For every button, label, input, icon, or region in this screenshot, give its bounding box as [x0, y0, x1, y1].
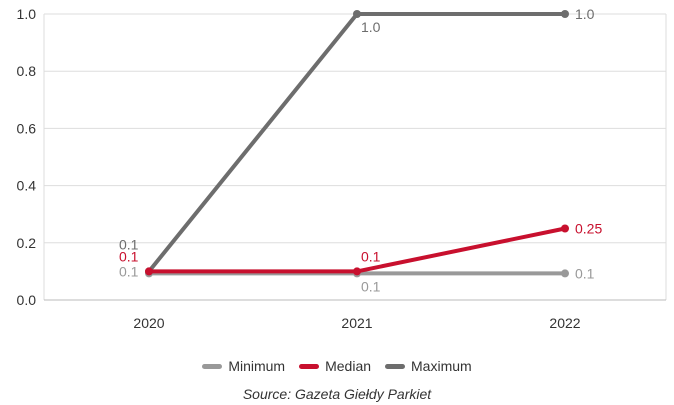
y-tick-label: 1.0 [17, 6, 37, 22]
data-point-maximum [353, 10, 361, 18]
x-tick-label: 2020 [133, 315, 164, 331]
data-label-minimum: 0.1 [361, 278, 381, 294]
data-point-median [561, 224, 569, 233]
y-tick-label: 0.8 [17, 63, 37, 79]
data-label-maximum: 0.1 [119, 236, 139, 252]
legend-item-median: Median [299, 358, 371, 374]
legend-item-minimum: Minimum [202, 358, 285, 374]
y-tick-label: 0.0 [17, 292, 37, 308]
data-label-median: 0.1 [361, 248, 381, 264]
data-label-maximum: 1.0 [361, 19, 381, 35]
data-label-minimum: 0.1 [119, 263, 139, 279]
legend-label: Median [325, 358, 372, 374]
data-label-maximum: 1.0 [575, 6, 595, 22]
legend: Minimum Median Maximum [0, 358, 674, 374]
legend-swatch [385, 363, 406, 369]
x-tick-label: 2022 [549, 315, 580, 331]
legend-swatch [202, 363, 223, 369]
series-line-median [147, 226, 567, 274]
x-tick-label: 2021 [341, 315, 372, 331]
series-line-maximum [147, 12, 567, 274]
legend-swatch [299, 363, 320, 369]
data-label-median: 0.1 [119, 248, 139, 264]
data-point-median [145, 267, 153, 276]
source-note: Source: Gazeta Giełdy Parkiet [242, 386, 432, 402]
y-tick-label: 0.4 [17, 178, 37, 194]
legend-item-maximum: Maximum [385, 358, 472, 374]
legend-label: Maximum [411, 358, 472, 374]
legend-label: Minimum [228, 358, 286, 374]
data-label-median: 0.25 [575, 221, 602, 237]
data-point-maximum [561, 10, 569, 18]
data-point-minimum [561, 269, 569, 278]
data-point-median [353, 267, 361, 276]
y-tick-label: 0.6 [17, 120, 37, 136]
y-tick-label: 0.2 [17, 235, 37, 251]
data-label-minimum: 0.1 [575, 265, 595, 281]
